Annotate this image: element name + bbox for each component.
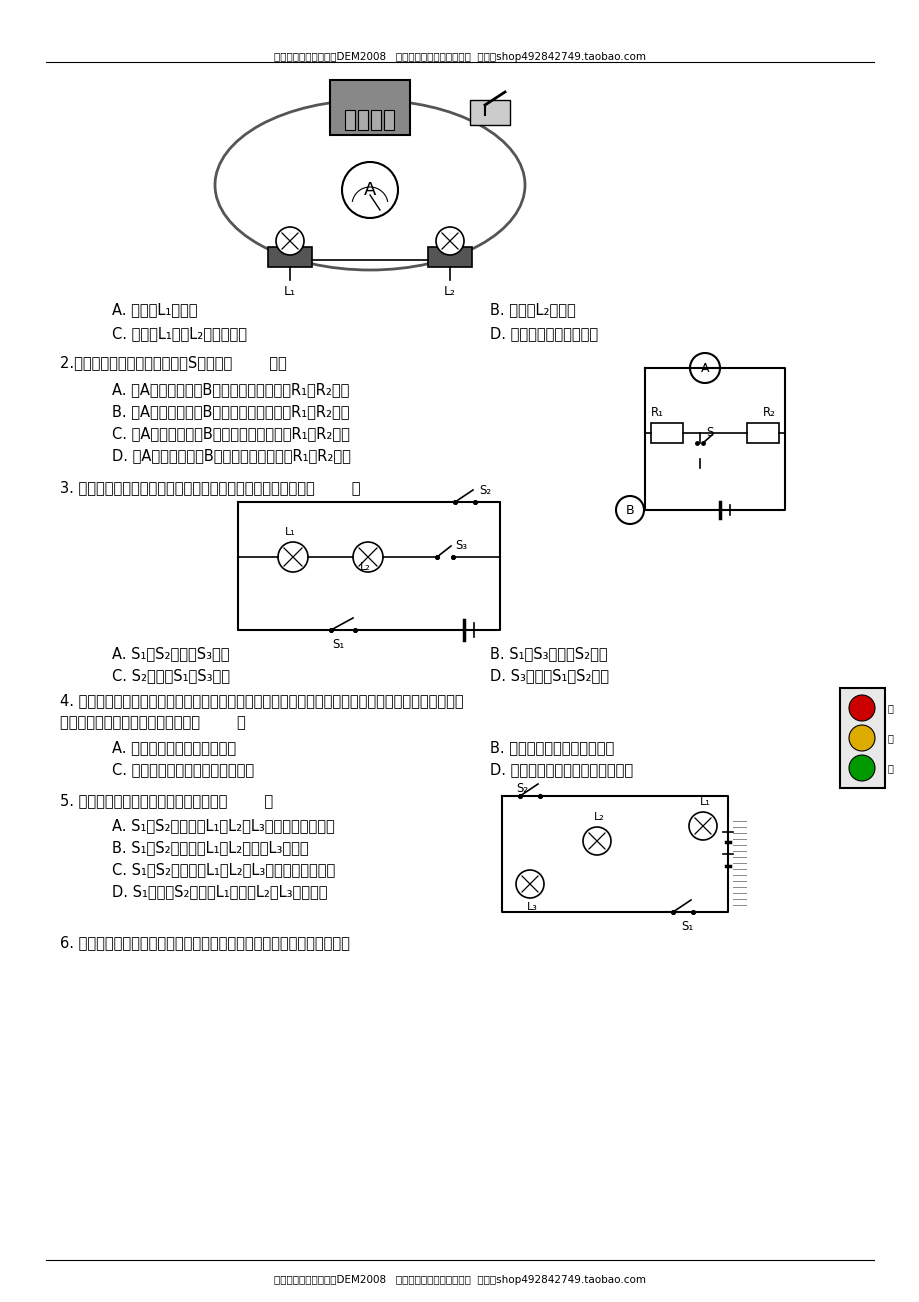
Circle shape <box>436 227 463 255</box>
Text: 2.在如图所示的电路中，当开关S闭合后（        ）。: 2.在如图所示的电路中，当开关S闭合后（ ）。 <box>60 355 287 370</box>
Text: S₂: S₂ <box>479 484 491 497</box>
Text: D. 绻灯与黄灯并联后再与红灯串联: D. 绻灯与黄灯并联后再与红灯串联 <box>490 762 632 777</box>
Circle shape <box>848 725 874 751</box>
Bar <box>370 109 380 130</box>
Circle shape <box>278 542 308 572</box>
Text: S₂: S₂ <box>516 783 528 796</box>
Text: 绿: 绿 <box>887 763 893 773</box>
Text: A. S₁、S₂均闭合，L₁、L₂、L₃均发光，它们并联: A. S₁、S₂均闭合，L₁、L₂、L₃均发光，它们并联 <box>112 818 335 833</box>
Circle shape <box>353 542 382 572</box>
Text: B. 若A表是电流表，B表是电压表，则电阾R₁、R₂串联: B. 若A表是电流表，B表是电压表，则电阾R₁、R₂串联 <box>112 404 349 419</box>
Text: A: A <box>363 181 376 199</box>
Text: L₁: L₁ <box>284 527 295 536</box>
Text: 更多资料添加微信号：DEM2008   淡宝搜索店铺：优尖升教育  网址：shop492842749.taobao.com: 更多资料添加微信号：DEM2008 淡宝搜索店铺：优尖升教育 网址：shop49… <box>274 1275 645 1285</box>
Circle shape <box>689 353 720 383</box>
Text: C. S₂断开，S₁、S₃闭合: C. S₂断开，S₁、S₃闭合 <box>112 668 230 684</box>
Text: D. 电源供给电路的总电流: D. 电源供给电路的总电流 <box>490 326 597 341</box>
Bar <box>746 423 778 443</box>
Text: L₂: L₂ <box>593 812 604 822</box>
Text: D. 若A表是电压表，B表是电流表，则电阾R₁、R₂串联: D. 若A表是电压表，B表是电流表，则电阾R₁、R₂串联 <box>112 448 350 464</box>
Circle shape <box>276 227 303 255</box>
Bar <box>839 687 884 788</box>
Text: L₃: L₃ <box>526 902 537 911</box>
Text: C. 通过灯L₁和灯L₂的电流之和: C. 通过灯L₁和灯L₂的电流之和 <box>112 326 246 341</box>
Text: B. 红灯、黄灯、绻灯是并联的: B. 红灯、黄灯、绻灯是并联的 <box>490 740 614 755</box>
Text: S₁: S₁ <box>680 921 692 934</box>
Text: C. S₁、S₂均断开，L₁、L₂、L₃均发光，它们串联: C. S₁、S₂均断开，L₁、L₂、L₃均发光，它们串联 <box>112 862 335 878</box>
Text: B. S₁、S₂均断开，L₁、L₂发光，L₃不发光: B. S₁、S₂均断开，L₁、L₂发光，L₃不发光 <box>112 840 308 855</box>
Text: L₁: L₁ <box>284 285 296 298</box>
Text: D. S₁闭合、S₂断开，L₁发光，L₂、L₃均不发光: D. S₁闭合、S₂断开，L₁发光，L₂、L₃均不发光 <box>112 884 327 898</box>
Bar <box>357 109 368 130</box>
Text: B: B <box>625 504 633 517</box>
Text: L₁: L₁ <box>698 797 709 807</box>
Text: 6. 小明在实验室中连接了如图所示的电路，请你画出这个电路的电路图。: 6. 小明在实验室中连接了如图所示的电路，请你画出这个电路的电路图。 <box>60 935 349 950</box>
Text: R₁: R₁ <box>651 406 664 419</box>
Circle shape <box>616 496 643 523</box>
Text: A. 红灯、黄灯、绻灯是串联的: A. 红灯、黄灯、绻灯是串联的 <box>112 740 236 755</box>
Text: 据你对交通指示灯的了解可以推断（        ）: 据你对交通指示灯的了解可以推断（ ） <box>60 715 245 730</box>
Text: S₃: S₃ <box>455 539 467 552</box>
Text: S: S <box>705 426 712 439</box>
Circle shape <box>583 827 610 855</box>
Circle shape <box>848 695 874 721</box>
Bar <box>651 423 682 443</box>
Text: L₂: L₂ <box>359 562 370 572</box>
Text: R₂: R₂ <box>762 406 775 419</box>
Circle shape <box>516 870 543 898</box>
Text: A. 若A表是电流表，B表是电压表，则电阾R₁、R₂并联: A. 若A表是电流表，B表是电压表，则电阾R₁、R₂并联 <box>112 381 349 397</box>
Text: A: A <box>700 362 709 375</box>
Bar <box>267 247 312 267</box>
Text: 4. 如图为路口交通指示灯的示意图。指示灯可以通过不同颜色灯光的变化指挥车辆和行人的交通行为。: 4. 如图为路口交通指示灯的示意图。指示灯可以通过不同颜色灯光的变化指挥车辆和行… <box>60 693 463 708</box>
Bar <box>330 79 410 135</box>
Text: L₂: L₂ <box>444 285 456 298</box>
Text: 更多资料添加微信号：DEM2008   淡宝搜索店铺：优尖升教育  网址：shop492842749.taobao.com: 更多资料添加微信号：DEM2008 淡宝搜索店铺：优尖升教育 网址：shop49… <box>274 52 645 62</box>
Text: 红: 红 <box>887 703 893 713</box>
Text: S₁: S₁ <box>332 638 344 651</box>
Text: 3. 如图所示，若要使两灯组成并联电路，则开关的开闭情况是（        ）: 3. 如图所示，若要使两灯组成并联电路，则开关的开闭情况是（ ） <box>60 480 360 495</box>
Bar <box>345 109 355 130</box>
Text: 5. 如图所示电路，下面判断不正确的是（        ）: 5. 如图所示电路，下面判断不正确的是（ ） <box>60 793 273 809</box>
Circle shape <box>848 755 874 781</box>
Bar <box>470 100 509 125</box>
Text: 黄: 黄 <box>887 733 893 743</box>
Circle shape <box>342 161 398 217</box>
Text: D. S₃断开，S₁、S₂闭合: D. S₃断开，S₁、S₂闭合 <box>490 668 608 684</box>
Text: C. 红灯与黄灯并联后再与绻灯串联: C. 红灯与黄灯并联后再与绻灯串联 <box>112 762 254 777</box>
Text: B. S₁、S₃断开，S₂闭合: B. S₁、S₃断开，S₂闭合 <box>490 646 607 661</box>
Bar <box>427 247 471 267</box>
Text: C. 若A表是电压表，B表是电流表，则电阾R₁、R₂并联: C. 若A表是电压表，B表是电流表，则电阾R₁、R₂并联 <box>112 426 349 441</box>
Text: A. 通过灯L₁的电流: A. 通过灯L₁的电流 <box>112 302 198 316</box>
Text: A. S₁、S₂断开，S₃闭合: A. S₁、S₂断开，S₃闭合 <box>112 646 229 661</box>
Bar <box>383 109 393 130</box>
Circle shape <box>688 812 716 840</box>
Text: B. 通过灯L₂的电流: B. 通过灯L₂的电流 <box>490 302 575 316</box>
